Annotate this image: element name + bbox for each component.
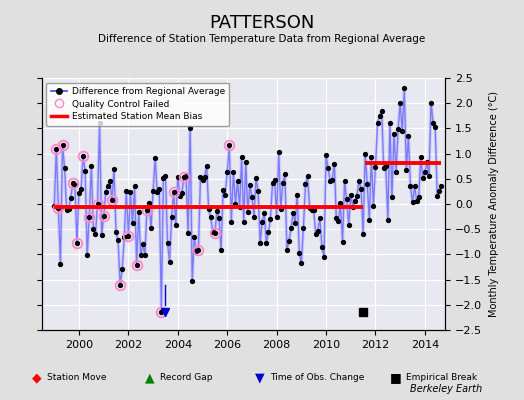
Y-axis label: Monthly Temperature Anomaly Difference (°C): Monthly Temperature Anomaly Difference (… [489,91,499,317]
Text: ◆: ◆ [32,372,41,384]
Text: Berkeley Earth: Berkeley Earth [410,384,482,394]
Text: Empirical Break: Empirical Break [406,374,477,382]
Text: ▲: ▲ [145,372,154,384]
Text: Record Gap: Record Gap [160,374,212,382]
Text: Time of Obs. Change: Time of Obs. Change [270,374,364,382]
Text: PATTERSON: PATTERSON [209,14,315,32]
Text: Station Move: Station Move [47,374,107,382]
Text: Difference of Station Temperature Data from Regional Average: Difference of Station Temperature Data f… [99,34,425,44]
Legend: Difference from Regional Average, Quality Control Failed, Estimated Station Mean: Difference from Regional Average, Qualit… [47,82,230,126]
Text: ▼: ▼ [255,372,264,384]
Text: ■: ■ [390,372,401,384]
